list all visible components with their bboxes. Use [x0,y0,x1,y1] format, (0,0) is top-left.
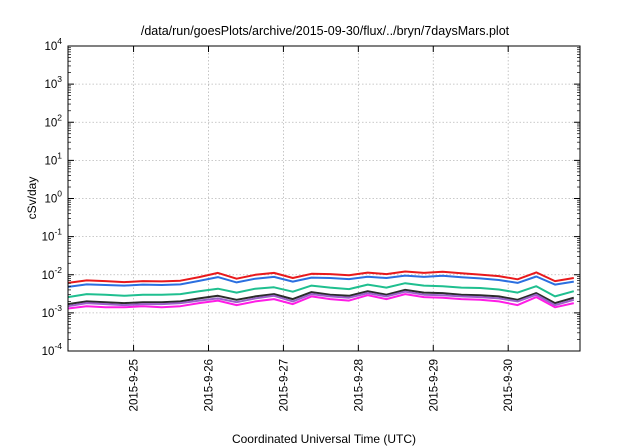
x-tick-label: 2015-9-28 [353,359,365,411]
y-tick-label: 104 [44,36,62,53]
y-tick-label: 10-1 [42,227,63,244]
y-tick-label: 10-2 [42,265,63,282]
y-axis: 10-4 10-3 10-2 10-1 100 101 102 103 104 [42,36,580,358]
y-tick-label: 100 [44,189,62,206]
series-line [67,274,574,288]
series-line [67,293,575,310]
y-tick-label: 10-4 [42,341,63,358]
x-tick-label: 2015-9-27 [278,359,290,411]
y-axis-label: cSv/day [25,177,39,220]
series-line [67,288,575,306]
y-tick-label: 103 [44,74,62,91]
series-line [67,270,574,284]
x-axis-label: Coordinated Universal Time (UTC) [232,432,416,446]
x-tick-label: 2015-9-25 [129,359,141,411]
series-line [67,282,575,299]
y-tick-label: 102 [44,112,62,129]
series-line [67,290,575,308]
chart-title: /data/run/goesPlots/archive/2015-09-30/f… [141,24,510,38]
plot-lines [67,270,575,310]
y-tick-label: 10-3 [42,303,63,320]
x-tick-label: 2015-9-26 [203,359,215,411]
grid [68,46,580,351]
y-tick-label: 101 [44,150,62,167]
x-tick-label: 2015-9-30 [503,359,515,411]
x-tick-label: 2015-9-29 [428,359,440,411]
x-axis: 2015-9-25 2015-9-26 2015-9-27 2015-9-28 2015… [129,46,515,411]
